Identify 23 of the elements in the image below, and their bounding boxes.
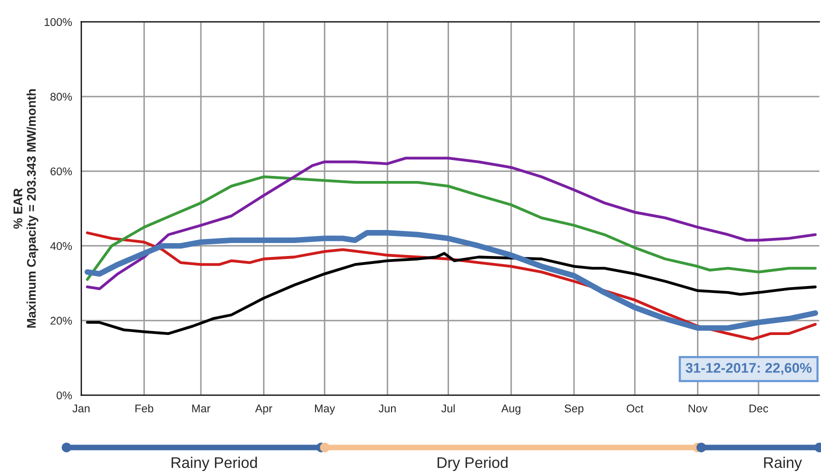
text: Rainy — [764, 456, 802, 472]
x-tick-label: Sep — [564, 404, 584, 415]
y-tick-label: 100% — [44, 18, 72, 26]
x-tick-label: Oct — [626, 404, 644, 412]
x-tick-label: Jun — [378, 404, 396, 412]
x-tick-label: Jul — [441, 404, 455, 412]
text: Dry Period — [438, 456, 508, 472]
annotation: 31-12-2017: 22,60% — [686, 362, 812, 375]
x-tick-label: Feb — [135, 404, 154, 412]
y-tick-label: 60% — [50, 167, 72, 176]
y-tick-label: 40% — [50, 242, 72, 250]
x-tick-label: Nov — [688, 404, 708, 412]
x-tick-label: Aug — [501, 404, 520, 415]
x-tick-label: Dec — [750, 404, 768, 412]
y-axis-title: % EAR Maximum Capacity = 203.343 MW/month — [14, 89, 38, 328]
x-tick-label: Jan — [72, 404, 90, 412]
x-tick-label: Apr — [255, 404, 272, 415]
y-tick-label: 0% — [56, 391, 72, 400]
y-tick-label: 20% — [50, 316, 72, 325]
text: Rainy Period — [172, 456, 257, 472]
x-tick-label: Mar — [192, 404, 210, 412]
y-tick-label: 80% — [50, 92, 72, 101]
x-tick-label: May — [315, 404, 336, 415]
